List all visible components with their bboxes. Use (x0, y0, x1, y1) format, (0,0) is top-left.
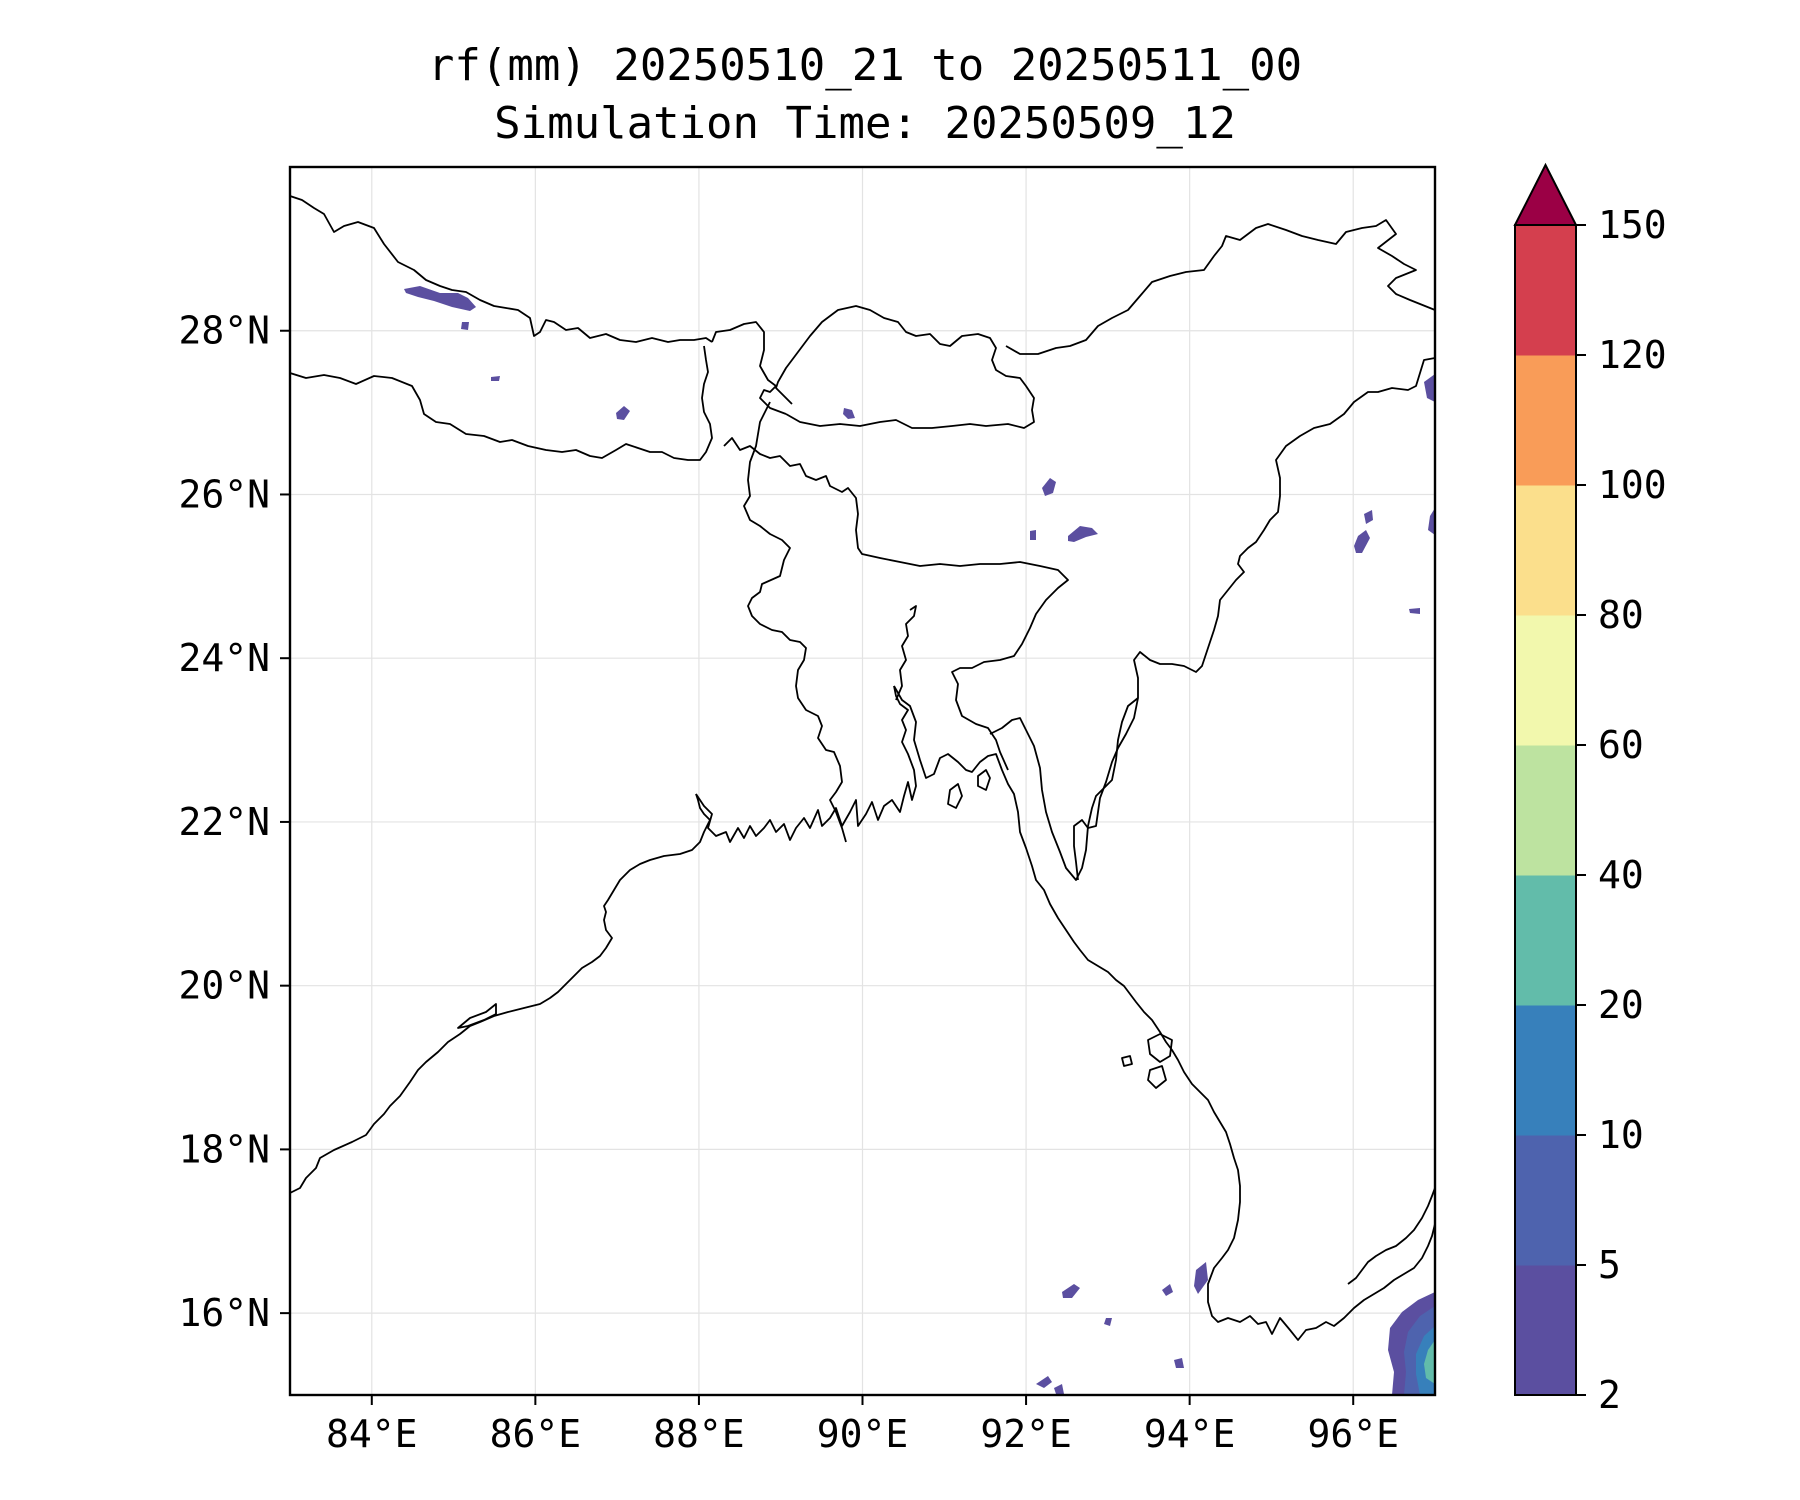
longitude-axis: 84°E 86°E 88°E 90°E 92°E 94°E 96°E (326, 1395, 1399, 1456)
bay-island-small (1121, 1055, 1133, 1067)
lat-tick-label: 24°N (178, 636, 270, 680)
rain-patch-assam-dot (1030, 530, 1036, 540)
map-title: rf(mm) 20250510_21 to 20250511_00 (427, 40, 1303, 91)
colorbar-tick-label: 100 (1598, 463, 1667, 507)
rain-patch-andaman-1 (1062, 1284, 1080, 1298)
cheduba-island (1147, 1033, 1173, 1063)
colorbar-segment (1515, 615, 1576, 746)
bangladesh-west-border (743, 401, 847, 843)
colorbar-segment (1515, 355, 1576, 486)
myanmar-india-border (1073, 357, 1435, 881)
lon-tick-label: 96°E (1307, 1412, 1399, 1456)
lat-tick-label: 22°N (178, 800, 270, 844)
rainfall-shading (404, 286, 1435, 1395)
rain-patch-nepal-east (616, 406, 630, 420)
lat-tick-label: 16°N (178, 1291, 270, 1335)
delta-island-1 (977, 769, 991, 791)
tripura-border (989, 697, 1139, 881)
colorbar-segment (1515, 875, 1576, 1006)
rain-patch-andaman-3 (1194, 1262, 1208, 1294)
colorbar-frame (1514, 224, 1577, 1396)
colorbar-segment (1515, 1005, 1576, 1136)
colorbar-extend-arrow (1513, 162, 1578, 226)
lon-tick-label: 88°E (653, 1412, 745, 1456)
rain-patch-andaman-4 (1036, 1376, 1052, 1388)
colorbar-tick-label: 5 (1598, 1243, 1621, 1287)
rain-patch-meghalaya (1042, 478, 1056, 496)
colorbar-tick-label: 10 (1598, 1113, 1644, 1157)
lon-tick-label: 90°E (817, 1412, 909, 1456)
lat-tick-label: 26°N (178, 472, 270, 516)
ramree-island (1147, 1065, 1167, 1089)
rain-patch-andaman-7 (1104, 1318, 1112, 1326)
rain-patch-arunachal (1424, 374, 1435, 402)
bengal-delta-coast (695, 685, 917, 843)
colorbar-tick-label: 40 (1598, 853, 1644, 897)
rain-patch-andaman-2 (1162, 1284, 1173, 1296)
colorbar-tick-label: 20 (1598, 983, 1644, 1027)
colorbar-segment (1515, 225, 1576, 356)
chilika-lake (457, 1003, 497, 1029)
lat-tick-label: 20°N (178, 964, 270, 1008)
myanmar-south-coast (1347, 1187, 1435, 1285)
rain-patch-manipur (1364, 510, 1373, 524)
lat-tick-label: 18°N (178, 1127, 270, 1171)
rain-patch-andaman-5 (1054, 1384, 1064, 1394)
lon-tick-label: 84°E (326, 1412, 418, 1456)
colorbar-tick-label: 120 (1598, 333, 1667, 377)
rain-patch-nagaland (1354, 530, 1370, 553)
colorbar-tick-label: 80 (1598, 593, 1644, 637)
india-east-coastline (290, 793, 711, 1194)
lat-tick-label: 28°N (178, 309, 270, 353)
arunachal-north-border (1005, 219, 1435, 355)
rain-patch-myanmar-north (1428, 508, 1435, 535)
map-subtitle: Simulation Time: 20250509_12 (494, 98, 1236, 149)
latitude-axis: 16°N 18°N 20°N 22°N 24°N 26°N 28°N (178, 309, 290, 1335)
rain-patch-southern-myanmar-20 (1424, 1340, 1435, 1384)
bangladesh-north-border (723, 437, 1069, 771)
lon-tick-label: 86°E (490, 1412, 582, 1456)
bangladesh-coast-east (893, 685, 1435, 1341)
delta-estuary (895, 605, 917, 701)
rain-patch-andaman-6 (1174, 1358, 1184, 1368)
rain-patch-bhutan (843, 408, 855, 419)
colorbar: 2 5 10 20 40 60 80 100 120 150 (1513, 162, 1667, 1417)
colorbar-segment (1515, 1265, 1576, 1396)
colorbar-segment (1515, 1135, 1576, 1266)
colorbar-tick-label: 150 (1598, 203, 1667, 247)
colorbar-segment (1515, 485, 1576, 616)
delta-island-2 (947, 783, 963, 809)
colorbar-segment (1515, 745, 1576, 876)
rain-patch-nepal-small (461, 322, 469, 330)
rain-patch-myanmar-mid (1409, 608, 1420, 614)
coastlines-and-borders (290, 195, 1435, 1341)
nepal-north-border (290, 195, 713, 343)
colorbar-tick-label: 2 (1598, 1373, 1621, 1417)
gridlines (290, 167, 1435, 1395)
bhutan-border (775, 305, 1035, 429)
rain-patch-assam (1068, 526, 1098, 542)
lon-tick-label: 94°E (1144, 1412, 1236, 1456)
colorbar-tick-label: 60 (1598, 723, 1644, 767)
nepal-south-border (290, 345, 713, 461)
lon-tick-label: 92°E (980, 1412, 1072, 1456)
rain-patch-nepal-dot (491, 376, 500, 381)
rain-patch-nepal (404, 286, 476, 311)
sikkim-border (711, 321, 787, 415)
